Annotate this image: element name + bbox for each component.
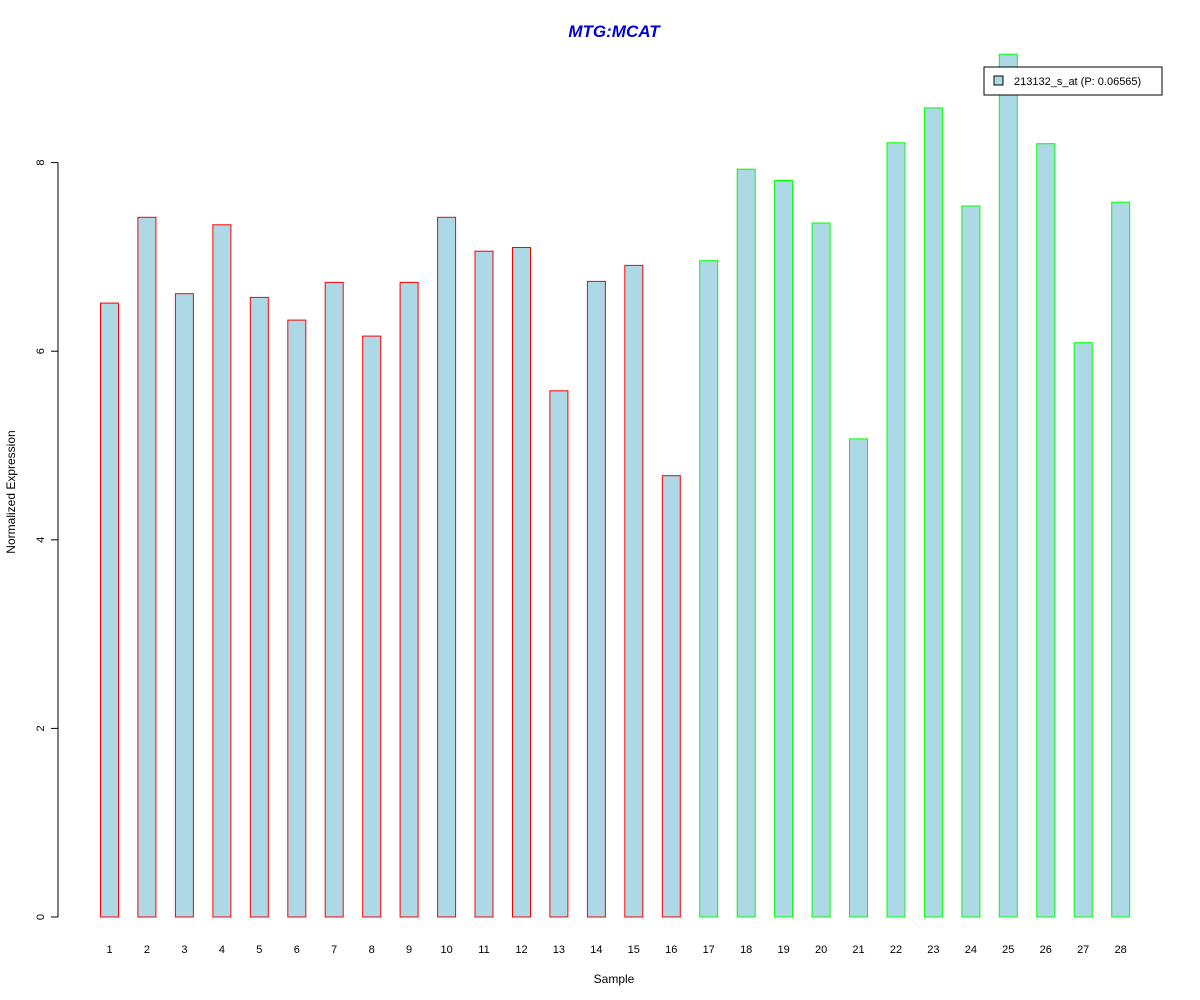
x-tick-label: 22 [890, 944, 902, 956]
bar-sample-27 [1073, 342, 1093, 918]
x-tick-label: 7 [331, 944, 337, 956]
x-tick-label: 16 [665, 944, 677, 956]
bar-sample-20 [811, 222, 831, 918]
bar-sample-24 [961, 205, 981, 918]
bar-sample-23 [923, 107, 943, 918]
x-tick-labels: 1 2 3 4 5 6 7 8 9 10 11 12 13 14 15 16 17 18 19 20 21 22 23 24 2… [106, 944, 1126, 956]
bar-sample-12 [512, 247, 531, 918]
x-tick-label: 20 [815, 944, 827, 956]
bar-sample-18 [736, 168, 756, 918]
bar-sample-13 [549, 390, 569, 918]
y-axis: 0 2 4 6 8 [35, 160, 59, 920]
x-tick-label: 4 [219, 944, 225, 956]
x-axis-label: Sample [594, 972, 635, 986]
x-tick-label: 17 [703, 944, 715, 956]
legend: 213132_s_at (P: 0.06565) [983, 66, 1163, 96]
bar-sample-6 [287, 319, 307, 918]
x-tick-label: 25 [1002, 944, 1014, 956]
x-tick-label: 2 [144, 944, 150, 956]
bar-sample-26 [1036, 143, 1056, 918]
x-tick-label: 21 [852, 944, 864, 956]
bar-sample-5 [249, 296, 269, 918]
y-tick-label: 2 [35, 725, 47, 731]
y-tick-label: 8 [35, 160, 47, 166]
bar-sample-1 [100, 302, 119, 918]
x-tick-label: 12 [515, 944, 527, 956]
bar-sample-22 [886, 142, 906, 918]
x-tick-label: 18 [740, 944, 752, 956]
bars [100, 53, 1131, 918]
legend-swatch [993, 75, 1004, 86]
x-tick-label: 5 [256, 944, 262, 956]
bar-sample-16 [661, 475, 681, 918]
bar-sample-8 [362, 335, 382, 918]
bar-sample-9 [399, 281, 419, 918]
x-tick-label: 28 [1115, 944, 1127, 956]
x-tick-label: 13 [553, 944, 565, 956]
x-tick-label: 1 [106, 944, 112, 956]
x-tick-label: 11 [478, 944, 489, 956]
legend-box [983, 66, 1163, 96]
x-tick-label: 6 [294, 944, 300, 956]
legend-entry-label: 213132_s_at (P: 0.06565) [1014, 76, 1141, 88]
bar-sample-25 [998, 53, 1018, 918]
x-tick-label: 14 [590, 944, 602, 956]
x-tick-label: 9 [406, 944, 412, 956]
x-tick-label: 27 [1077, 944, 1089, 956]
x-tick-label: 26 [1040, 944, 1052, 956]
bar-sample-17 [699, 260, 719, 918]
x-tick-label: 10 [440, 944, 452, 956]
chart-title: MTG:MCAT [568, 22, 661, 41]
bar-sample-28 [1111, 201, 1131, 918]
bar-sample-10 [437, 216, 457, 918]
x-tick-label: 15 [628, 944, 640, 956]
bar-sample-3 [174, 293, 194, 918]
bar-sample-2 [137, 216, 157, 918]
bar-sample-21 [849, 438, 868, 918]
y-tick-label: 6 [35, 348, 47, 354]
bar-sample-11 [474, 250, 494, 918]
x-tick-label: 3 [181, 944, 187, 956]
bar-sample-19 [774, 180, 794, 918]
y-tick-label: 0 [35, 914, 47, 920]
x-tick-label: 19 [777, 944, 789, 956]
bar-sample-15 [624, 264, 644, 918]
x-tick-label: 8 [369, 944, 375, 956]
y-tick-label: 4 [35, 537, 47, 543]
bar-sample-14 [586, 280, 606, 918]
y-axis-label: Normalized Expression [4, 430, 18, 553]
x-tick-label: 24 [965, 944, 977, 956]
bar-sample-7 [324, 281, 344, 918]
x-tick-label: 23 [927, 944, 939, 956]
bar-sample-4 [212, 224, 232, 918]
